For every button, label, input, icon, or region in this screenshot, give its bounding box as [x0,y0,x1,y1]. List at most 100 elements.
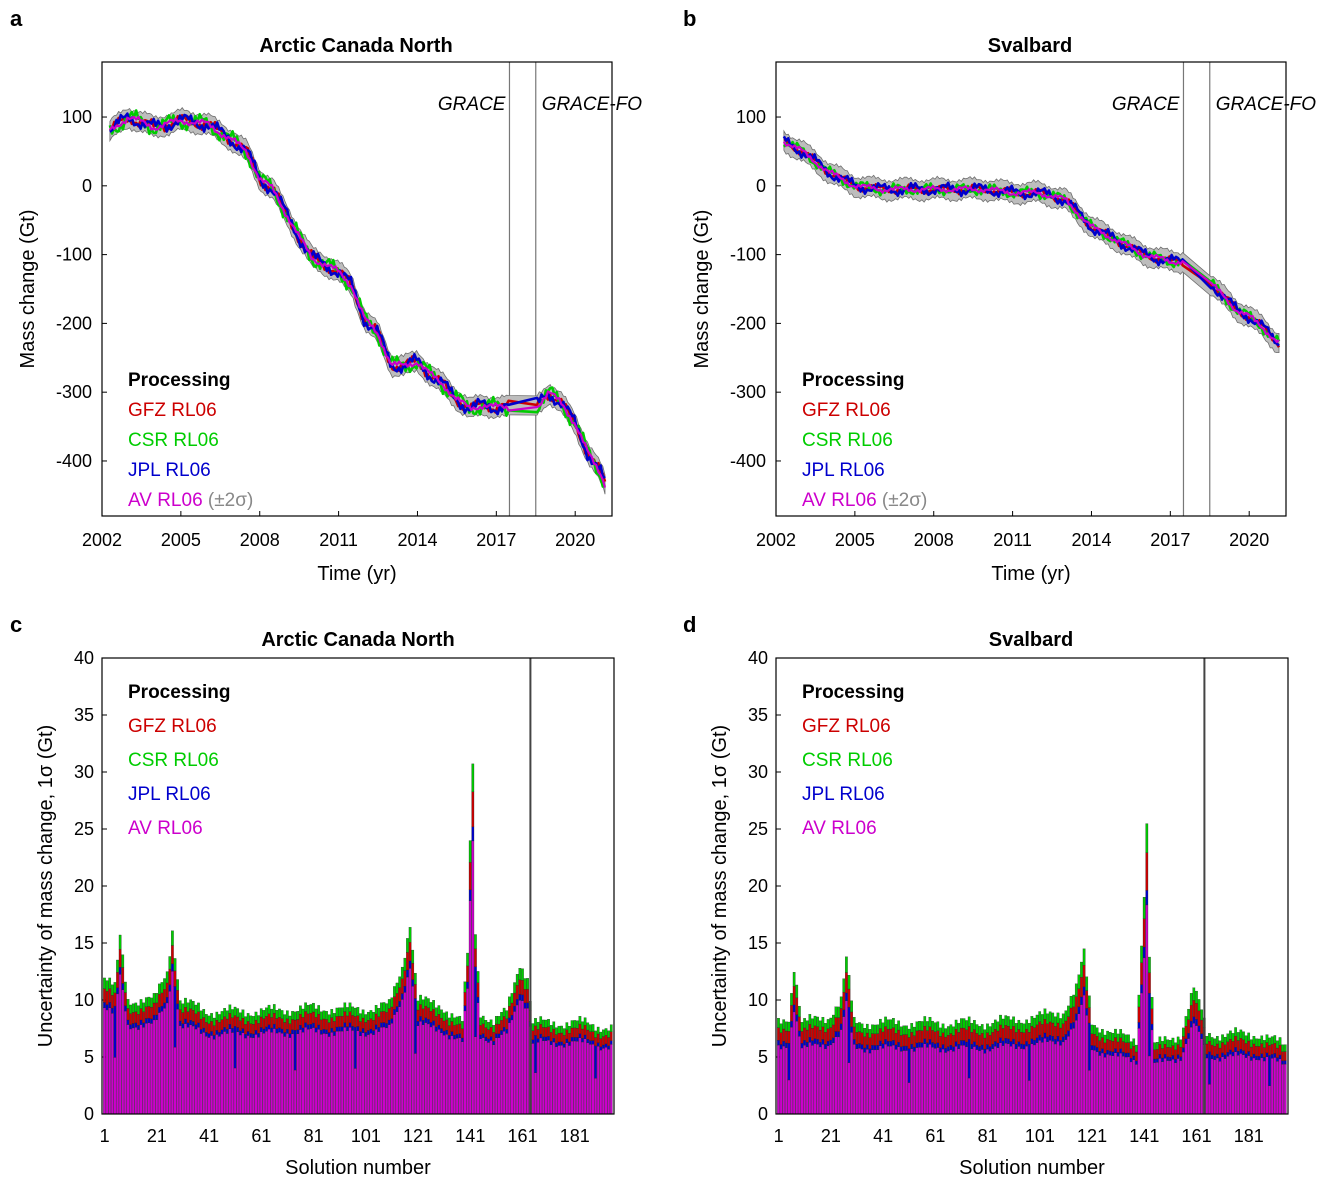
bar-segment [795,1020,799,1115]
bar-segment [1014,1032,1018,1045]
bar-segment [186,1027,190,1115]
bar-segment [1276,1061,1279,1115]
bar-segment [152,1014,156,1021]
bar-segment [1030,1038,1034,1044]
bar-segment [259,1031,263,1115]
bar-segment [463,1010,467,1115]
bar-segment [291,1011,294,1020]
bar-segment [453,1025,456,1036]
bar-segment [304,1002,307,1012]
bar-segment [299,1005,302,1015]
bar-segment [539,1033,543,1039]
bar-segment [1009,1029,1013,1042]
bar-segment [544,1019,548,1028]
bar-segment [808,1014,812,1025]
plot-b: 2002 2005 2008 2011 2014 2017 20201000-100-200… [691,61,1316,585]
bar-segment [1265,1056,1269,1115]
bar-segment [1270,1054,1274,1059]
bar-segment [458,1037,462,1115]
bar-segment [1025,1041,1028,1047]
bar-segment [252,1037,255,1115]
bar-segment [487,1038,490,1043]
bar-segment [1239,1038,1243,1050]
bar-segment [1064,1010,1068,1022]
bar-segment [1072,1028,1075,1115]
bar-segment [1213,1046,1217,1057]
bar-segment [991,1023,995,1033]
bar-segment [1137,1006,1141,1023]
bar-segment [993,1041,997,1047]
bar-segment [408,942,412,962]
bar-segment [366,1034,370,1115]
bar-segment [1221,1056,1224,1115]
bar-segment [570,1020,574,1029]
bar-segment [442,1012,446,1022]
bar-segment [557,1045,561,1115]
bar-segment [429,1002,433,1012]
bar-segment [1135,1044,1138,1053]
x-tick-label: 81 [978,1126,998,1146]
y-tick-label: 0 [756,176,766,196]
bar-segment [850,1011,853,1027]
bar-segment [562,1043,566,1048]
bar-segment [858,1022,861,1032]
bar-segment [126,1024,130,1115]
bar-segment [568,1041,571,1046]
bar-segment [476,982,480,998]
bar-segment [952,1026,955,1036]
bar-segment [986,1032,989,1045]
bar-segment [1009,1019,1013,1030]
bar-segment [1260,1053,1264,1058]
bar-segment [1038,1021,1042,1036]
bar-segment [267,1013,271,1025]
bar-segment [314,1008,318,1018]
bar-segment [899,1051,903,1115]
bar-segment [1189,1020,1193,1028]
bar-segment [414,998,417,1054]
bar-segment [996,1030,1000,1044]
bar-segment [288,1037,292,1115]
bar-segment [918,1042,921,1048]
bar-segment [967,1038,971,1079]
bar-segment [382,1011,386,1023]
bar-segment [910,1023,914,1033]
bar-segment [306,1028,310,1115]
bar-segment [293,1069,297,1115]
bar-segment [1200,1009,1203,1021]
bar-segment [850,1026,853,1033]
bar-segment [278,1017,281,1028]
bar-segment [960,1027,963,1041]
bar-segment [583,1034,587,1039]
bar-segment [591,1040,595,1045]
bar-segment [1038,1034,1042,1041]
bar-segment [1114,1048,1117,1053]
x-tick-label: 21 [147,1126,167,1146]
bar-segment [962,1040,966,1046]
bar-segment [1226,1056,1230,1115]
bar-segment [393,986,396,997]
bar-segment [118,974,122,1115]
bar-segment [808,1037,812,1043]
bar-segment [505,1033,509,1115]
bar-segment [1223,1054,1227,1059]
bar-segment [1069,1023,1073,1030]
bar-segment [1030,1016,1034,1027]
x-tick-label: 21 [821,1126,841,1146]
bar-segment [523,989,527,1004]
bar-segment [314,1027,318,1033]
bar-segment [455,1034,459,1039]
bar-segment [1255,1038,1258,1047]
bar-segment [523,978,527,990]
y-tick-label: 0 [758,1104,768,1124]
bar-segment [463,992,467,1006]
bar-segment [335,1016,339,1028]
bar-segment [283,1022,287,1033]
bar-segment [134,1002,138,1012]
bar-segment [348,1022,352,1028]
bar-segment [259,1016,263,1028]
bar-segment [447,1025,451,1036]
series-line [782,141,1280,343]
bar-segment [236,1016,240,1028]
bar-segment [346,1007,349,1017]
bar-segment [233,1067,237,1115]
